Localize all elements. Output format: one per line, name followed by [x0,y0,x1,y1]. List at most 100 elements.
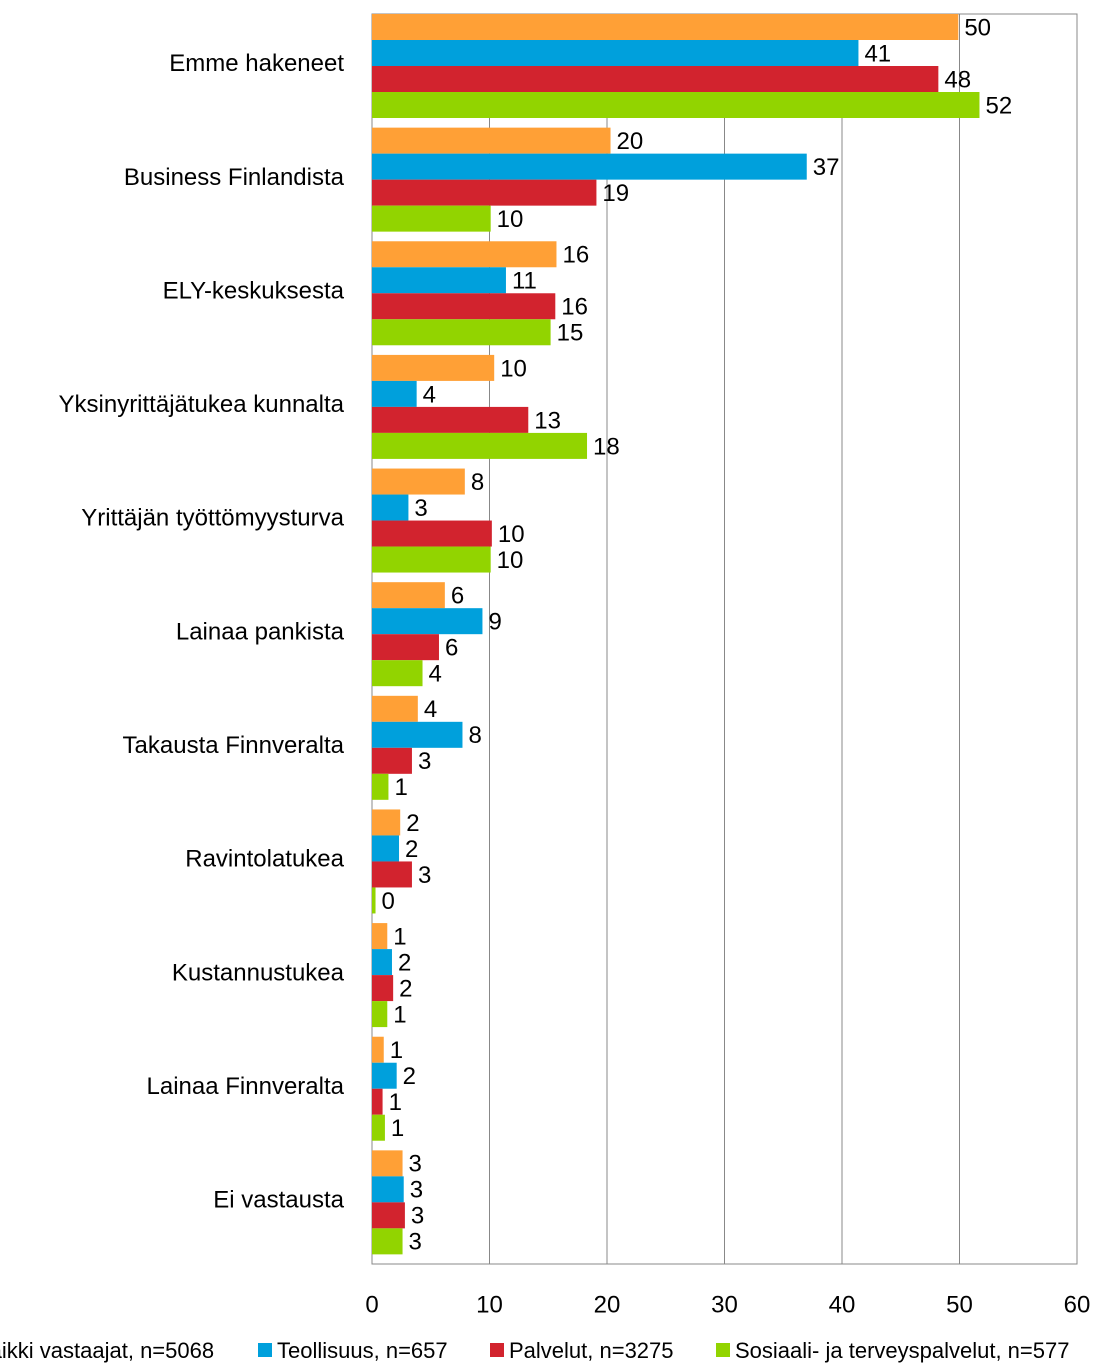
value-label: 10 [498,521,525,548]
bar [372,608,483,635]
value-label: 8 [468,722,481,749]
bar [372,660,423,687]
value-label: 13 [534,407,561,434]
value-label: 2 [403,1063,416,1090]
value-label: 1 [391,1115,404,1142]
bar [372,319,551,346]
bar [372,468,465,495]
legend-swatch [716,1343,730,1357]
value-label: 0 [382,888,395,915]
bar [372,773,389,800]
value-label: 2 [399,975,412,1002]
category-label: ELY-keskuksesta [163,277,345,304]
x-tick-label: 60 [1064,1291,1091,1318]
category-label: Yksinyrittäjätukea kunnalta [59,391,345,418]
value-label: 9 [488,609,501,636]
bar [372,695,418,722]
bar [372,14,959,40]
bar [372,127,611,154]
legend-swatch [258,1343,272,1357]
bar [372,747,412,774]
x-tick-label: 20 [594,1291,621,1318]
value-label: 3 [409,1229,422,1256]
category-label: Business Finlandista [124,164,345,191]
value-label: 20 [617,128,644,155]
bar [372,861,412,888]
value-label: 6 [451,583,464,610]
value-label: 2 [406,810,419,837]
bar [372,40,859,66]
bar [372,66,939,92]
legend-label: Kaikki vastaajat, n=5068 [0,1338,214,1363]
category-label: Lainaa pankista [176,618,345,645]
value-label: 15 [557,320,584,347]
value-label: 11 [512,268,537,295]
category-label: Kustannustukea [172,959,345,986]
value-label: 10 [500,355,527,382]
bar [372,1176,404,1203]
value-label: 16 [562,242,589,269]
legend-swatch [490,1343,504,1357]
bar [372,546,491,573]
value-label: 1 [393,923,406,950]
bar [372,494,409,521]
value-label: 3 [418,862,431,889]
legend-label: Palvelut, n=3275 [509,1338,674,1363]
bar [372,835,400,862]
bar [372,923,388,950]
bar [372,179,597,206]
value-label: 1 [389,1089,402,1116]
value-label: 3 [418,748,431,775]
value-label: 8 [471,469,484,496]
bar [372,887,376,914]
category-label: Ravintolatukea [185,846,344,873]
value-label: 3 [411,1203,424,1230]
bar [372,1062,397,1089]
bar [372,721,463,748]
bar [372,975,394,1002]
bar [372,949,392,976]
x-tick-label: 0 [365,1291,378,1318]
value-label: 1 [390,1037,403,1064]
bar [372,205,491,232]
bar [372,380,417,407]
value-label: 2 [398,949,411,976]
x-tick-label: 10 [476,1291,503,1318]
x-tick-label: 50 [946,1291,973,1318]
category-label: Ei vastausta [213,1187,344,1214]
bar [372,1114,385,1141]
bar [372,1150,403,1177]
bar [372,1228,403,1255]
value-label: 2 [405,836,418,863]
legend-label: Sosiaali- ja terveyspalvelut, n=577 [735,1338,1069,1363]
bar [372,153,807,180]
value-label: 6 [445,635,458,662]
bar [372,582,445,609]
value-label: 1 [394,774,407,801]
bar [372,406,529,433]
x-tick-label: 30 [711,1291,738,1318]
bar [372,354,495,381]
value-label: 19 [602,180,629,207]
bar [372,520,492,547]
bar [372,241,557,268]
category-label: Takausta Finnveralta [123,732,345,759]
category-label: Emme hakeneet [169,50,344,77]
value-label: 4 [423,381,436,408]
value-label: 3 [409,1151,422,1178]
value-label: 1 [393,1001,406,1028]
category-label: Lainaa Finnveralta [147,1073,345,1100]
value-label: 41 [864,40,891,67]
value-label: 50 [964,14,991,41]
value-label: 10 [497,547,524,574]
value-label: 4 [429,661,442,688]
bar [372,1036,384,1063]
value-label: 16 [561,294,588,321]
value-label: 37 [813,154,840,181]
bar [372,267,506,294]
legend-label: Teollisuus, n=657 [277,1338,448,1363]
x-tick-label: 40 [829,1291,856,1318]
bar [372,432,588,459]
